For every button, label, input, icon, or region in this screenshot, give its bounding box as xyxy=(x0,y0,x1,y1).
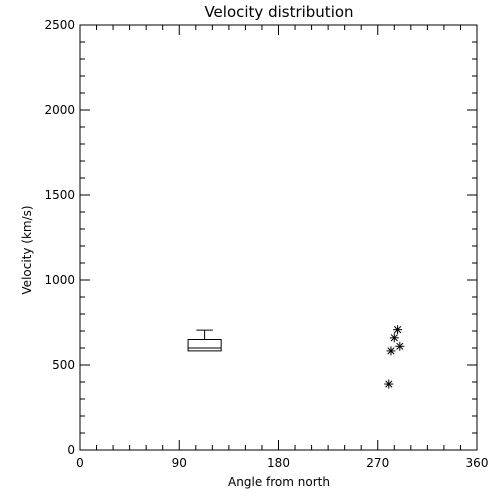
y-tick-label: 1000 xyxy=(44,273,75,287)
x-tick-label: 360 xyxy=(466,456,489,470)
x-tick-label: 90 xyxy=(172,456,187,470)
data-point xyxy=(386,346,396,356)
chart-title: Velocity distribution xyxy=(204,3,353,21)
y-tick-label: 2000 xyxy=(44,103,75,117)
x-tick-labels: 0 90 180 270 360 xyxy=(76,456,488,470)
velocity-box xyxy=(187,329,222,352)
data-point xyxy=(389,333,399,343)
y-tick-label: 500 xyxy=(52,358,75,372)
data-point xyxy=(393,325,403,335)
data-point xyxy=(384,379,394,389)
velocity-points xyxy=(384,325,405,389)
x-axis-title: Angle from north xyxy=(228,475,330,489)
x-tick-label: 270 xyxy=(366,456,389,470)
y-tick-label: 1500 xyxy=(44,188,75,202)
data-point xyxy=(395,341,405,351)
x-tick-label: 0 xyxy=(76,456,84,470)
x-tick-label: 180 xyxy=(267,456,290,470)
y-tick-label: 2500 xyxy=(44,18,75,32)
y-axis-title: Velocity (km/s) xyxy=(20,205,34,294)
axis-ticks xyxy=(79,24,478,451)
y-tick-label: 0 xyxy=(67,443,75,457)
y-tick-labels: 0 500 1000 1500 2000 2500 xyxy=(44,18,75,457)
